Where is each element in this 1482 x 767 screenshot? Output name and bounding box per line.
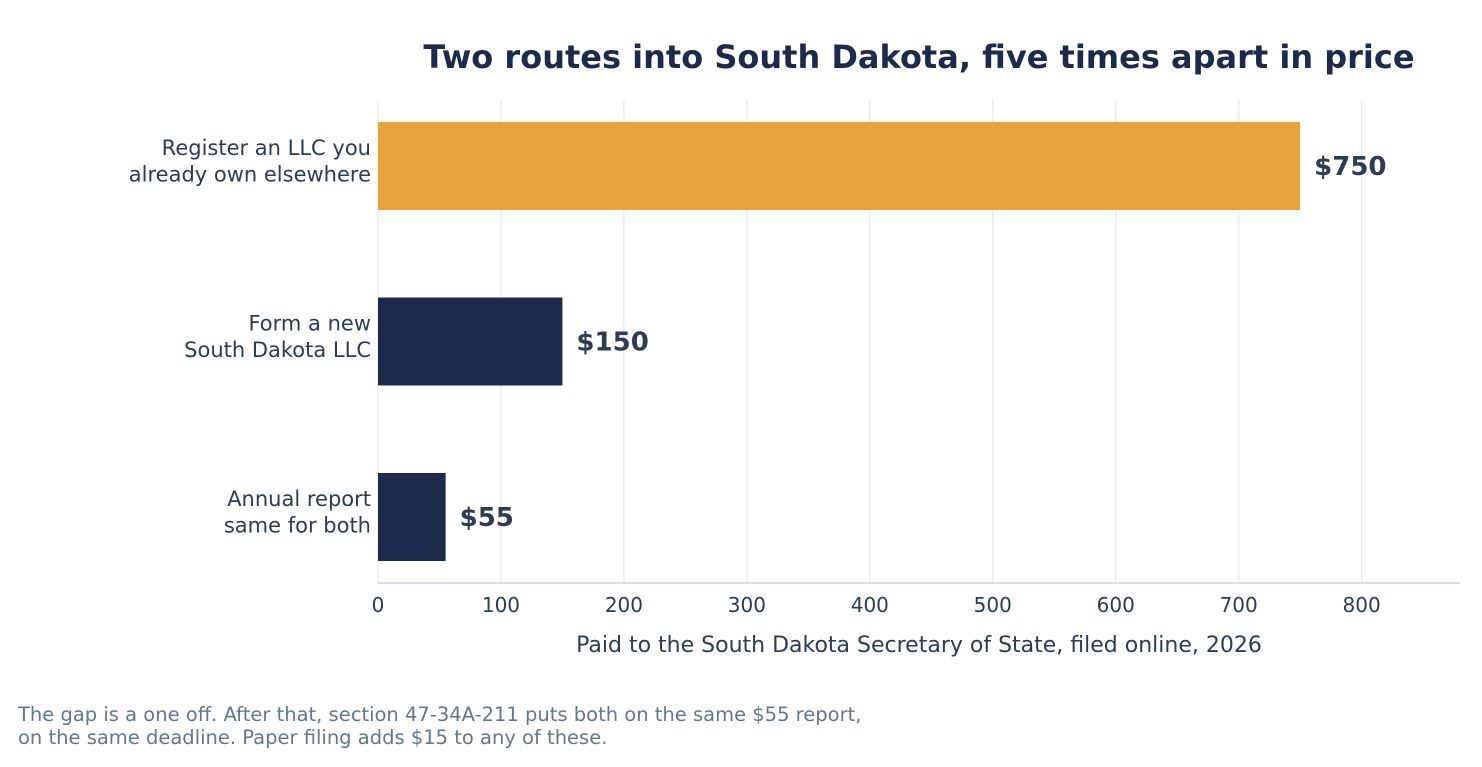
category-label-line: already own elsewhere (129, 162, 371, 186)
value-label-2: $55 (460, 503, 514, 533)
footnote-line-2: on the same deadline. Paper filing adds … (18, 726, 608, 749)
x-tick-label-300: 300 (728, 593, 766, 617)
footnote-line-1: The gap is a one off. After that, sectio… (18, 703, 862, 726)
value-label-1: $150 (576, 328, 648, 358)
category-label-line: Register an LLC you (162, 136, 371, 160)
category-label-line: Form a new (248, 311, 371, 335)
bars (378, 122, 1301, 561)
bar-1 (378, 297, 563, 386)
chart-title: Two routes into South Dakota, five times… (423, 38, 1414, 76)
x-tick-label-100: 100 (482, 593, 520, 617)
x-axis-label: Paid to the South Dakota Secretary of St… (576, 633, 1262, 658)
x-tick-label-500: 500 (974, 593, 1012, 617)
x-tick-label-600: 600 (1097, 593, 1135, 617)
x-tick-label-400: 400 (851, 593, 889, 617)
category-labels: Register an LLC you already own elsewhere… (129, 136, 371, 538)
x-tick-label-800: 800 (1343, 593, 1381, 617)
category-label-line: Annual report (227, 487, 371, 511)
bar-2 (378, 473, 446, 561)
category-label-1: Form a new South Dakota LLC (184, 311, 371, 362)
category-label-0: Register an LLC you already own elsewhere (129, 136, 371, 187)
footnote-caption: The gap is a one off. After that, sectio… (18, 703, 1018, 749)
value-label-0: $750 (1314, 152, 1386, 182)
category-label-2: Annual report same for both (224, 487, 371, 538)
bar-0 (378, 122, 1301, 210)
x-tick-label-200: 200 (605, 593, 643, 617)
category-label-line: South Dakota LLC (184, 338, 371, 362)
x-tick-label-700: 700 (1220, 593, 1258, 617)
category-label-line: same for both (224, 513, 371, 537)
x-tick-label-0: 0 (372, 593, 385, 617)
value-labels: $750 $150 $55 (460, 152, 1387, 533)
x-tick-labels: 0 100 200 300 400 500 600 700 800 (372, 593, 1381, 617)
